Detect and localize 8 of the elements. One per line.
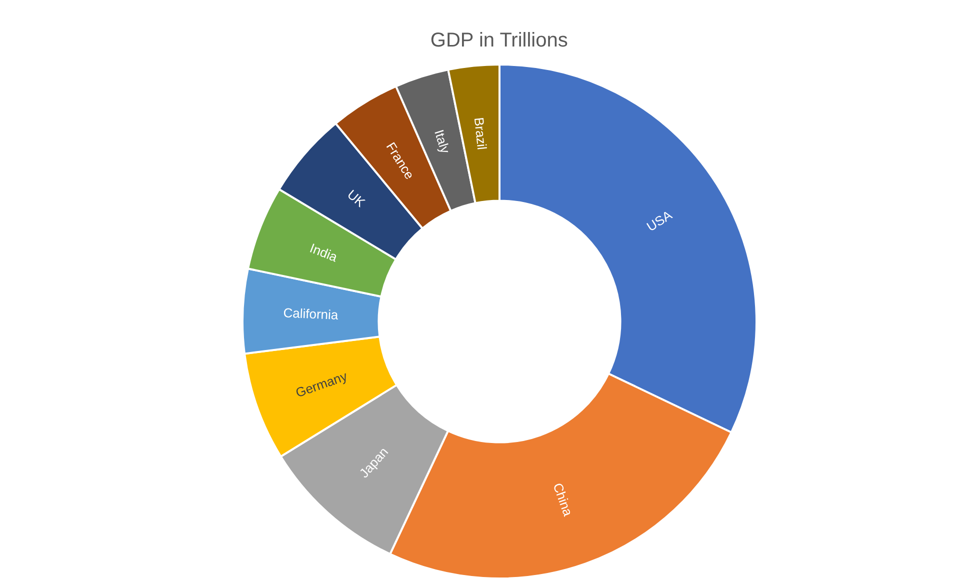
slice-label: India bbox=[308, 240, 340, 265]
slice-label: Brazil bbox=[471, 116, 490, 151]
slice-label: USA bbox=[644, 207, 675, 234]
slice-label: UK bbox=[344, 186, 368, 210]
slice-label: China bbox=[550, 480, 576, 519]
chart-title: GDP in Trillions bbox=[430, 30, 568, 52]
slice-label: California bbox=[283, 305, 340, 322]
slice-label: Italy bbox=[432, 128, 454, 156]
